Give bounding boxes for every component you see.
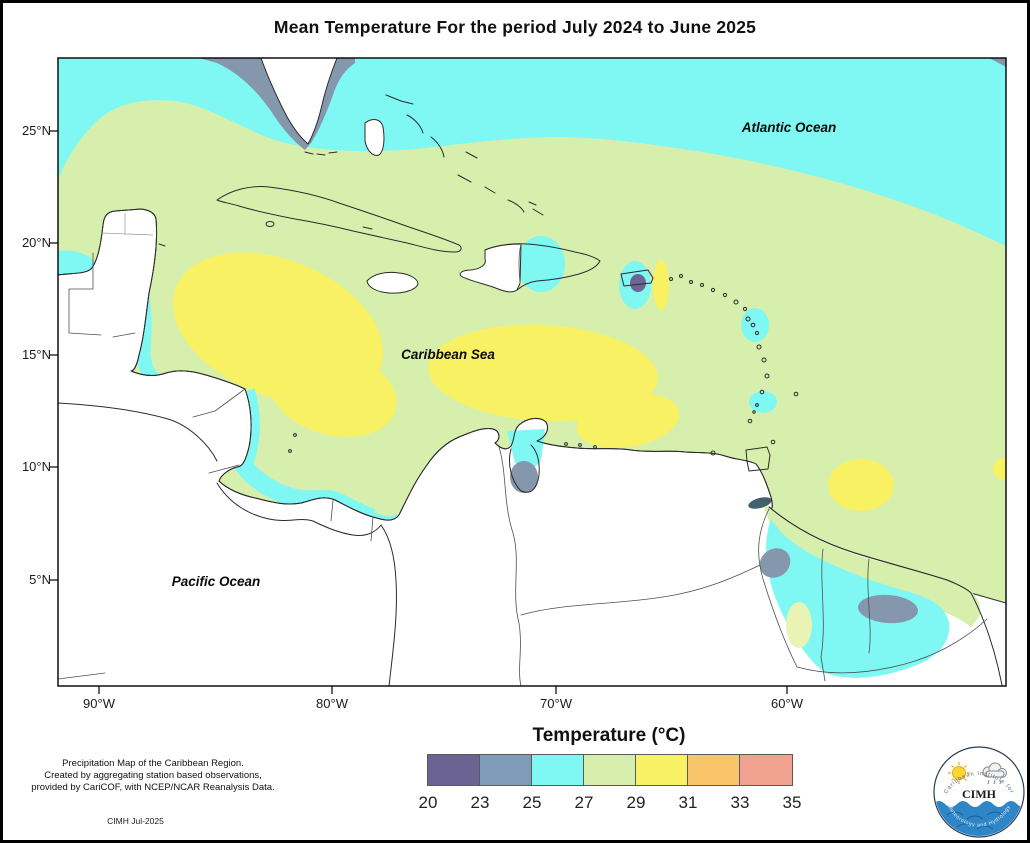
maracaibo-lake-gray	[510, 461, 538, 493]
caribbean-map	[50, 57, 1007, 694]
legend-tick-label: 35	[782, 793, 802, 812]
yellow-right-edge	[993, 458, 1006, 480]
pacific-ocean-label: Pacific Ocean	[171, 574, 261, 589]
atlantic-ocean-label: Atlantic Ocean	[741, 120, 837, 135]
guiana-gray-west	[759, 548, 791, 578]
gray-topright-sliver	[989, 58, 1006, 67]
credits-line: provided by CariCOF, with NCEP/NCAR Rean…	[31, 782, 275, 793]
bahamas-islands	[158, 94, 544, 247]
credits-line: Created by aggregating station based obs…	[44, 770, 262, 781]
florida-keys	[304, 151, 338, 156]
orinoco-delta-patch	[748, 497, 772, 509]
haiti-dr-border	[518, 243, 522, 284]
legend-swatch	[480, 755, 532, 785]
mainland-caribbean-coastline	[58, 208, 972, 594]
map-frame	[57, 57, 1007, 687]
guiana-coast-green-band	[763, 503, 981, 627]
cuba-outline	[216, 186, 462, 253]
sun-icon	[948, 762, 970, 784]
yellow-atlantic-guiana	[828, 459, 894, 511]
legend-tick-label: 27	[574, 793, 594, 812]
yellow-central-caribbean-2	[576, 393, 680, 449]
cimh-logo: CIMH Caribbean Institute for Meteorology…	[933, 746, 1025, 838]
caribbean-sea-label: Caribbean Sea	[401, 347, 495, 362]
lon-label-90w: 90°W	[83, 696, 115, 711]
hispaniola-cyan-blob	[517, 236, 565, 292]
haiti-landmass	[459, 243, 522, 293]
puertorico-purple-core	[630, 274, 646, 292]
axis-ticks	[50, 130, 788, 694]
legend-swatch	[688, 755, 740, 785]
lat-label-15n: 15°N	[21, 347, 51, 362]
map-layers	[58, 58, 1006, 686]
logo-wave-lines	[946, 811, 1004, 830]
lesser-antilles-islands	[288, 274, 799, 456]
lon-label-70w: 70°W	[540, 696, 572, 711]
lat-label-5n: 5°N	[29, 572, 51, 587]
jamaica-island	[366, 271, 419, 294]
credits-text: Precipitation Map of the Caribbean Regio…	[23, 758, 283, 794]
legend-swatch	[740, 755, 792, 785]
brazil-coastline	[970, 592, 1003, 686]
guiana-palegreen-patch	[786, 602, 812, 648]
legend-swatch	[584, 755, 636, 785]
legend-ticklabels: 20 23 25 27 29 31 33 35	[419, 793, 802, 813]
lon-label-60w: 60°W	[771, 696, 803, 711]
guiana-cyan-region	[766, 519, 950, 678]
country-borders	[58, 213, 988, 686]
stvincent-cyan-blob	[749, 391, 777, 413]
lon-label-80w: 80°W	[316, 696, 348, 711]
legend-title: Temperature (°C)	[532, 725, 686, 746]
yellow-central-caribbean	[428, 324, 658, 422]
lat-label-20n: 20°N	[21, 235, 51, 250]
maracaibo-gulf-cyan	[507, 429, 545, 469]
legend-tick-label: 23	[470, 793, 490, 812]
isla-juventud	[265, 221, 275, 227]
legend-tick-label: 20	[418, 793, 438, 812]
legend-tick-label: 29	[626, 793, 646, 812]
legend-tick-label: 31	[678, 793, 698, 812]
puertorico-outline	[620, 269, 654, 287]
guiana-gray-center	[858, 594, 918, 624]
legend-swatches	[427, 754, 793, 786]
lat-label-25n: 25°N	[21, 123, 51, 138]
legend-swatch	[428, 755, 480, 785]
florida-peninsula	[260, 58, 338, 145]
yellow-east-of-pr	[653, 260, 669, 310]
hispaniola-outline	[484, 243, 601, 291]
credits-stamp: CIMH Jul-2025	[107, 816, 164, 826]
legend-swatch	[636, 755, 688, 785]
andros-island	[364, 119, 385, 156]
lat-label-10n: 10°N	[21, 459, 51, 474]
pacific-coastline	[58, 402, 397, 686]
credits-line: Precipitation Map of the Caribbean Regio…	[62, 758, 244, 769]
legend-tick-label: 25	[522, 793, 542, 812]
map-title: Mean Temperature For the period July 202…	[273, 17, 757, 37]
logo-acronym: CIMH	[962, 787, 997, 801]
rain-cloud-icon	[982, 762, 1007, 785]
legend-swatch	[532, 755, 584, 785]
yellow-west-caribbean-2	[269, 349, 397, 437]
legend-tick-label: 33	[730, 793, 750, 812]
maracaibo-lake-outline	[508, 444, 540, 493]
